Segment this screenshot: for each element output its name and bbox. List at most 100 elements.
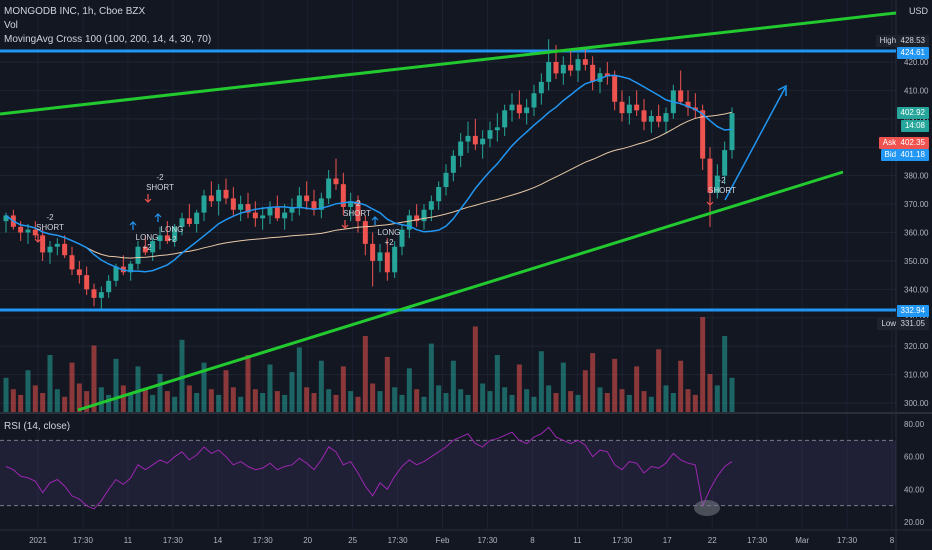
candle-body	[480, 138, 486, 145]
rsi-legend[interactable]: RSI (14, close)	[4, 421, 71, 432]
price-tick-label: 360.00	[904, 229, 929, 238]
candle-body	[84, 275, 90, 290]
candle-body	[150, 241, 156, 253]
time-tick-label: 17:30	[73, 536, 94, 545]
signal-sublabel: SHORT	[343, 209, 371, 218]
candle-body	[98, 292, 104, 298]
volume-bar	[252, 389, 258, 412]
candle-body	[538, 81, 544, 94]
trendlines	[0, 11, 897, 412]
candle-body	[245, 204, 251, 213]
candle-body	[516, 104, 522, 114]
short-arrow-icon	[341, 220, 349, 229]
volume-bar	[333, 394, 339, 412]
signal-label: -2	[718, 176, 726, 185]
last-price-tag: 402.92	[896, 107, 929, 119]
signal-label: LONG	[161, 225, 184, 234]
candle-body	[304, 195, 310, 202]
candle-body	[502, 110, 508, 128]
long-arrow-icon	[154, 213, 162, 222]
candle-body	[656, 115, 662, 122]
volume-bar	[260, 393, 266, 412]
candle-body	[377, 252, 383, 261]
candle-body	[164, 235, 170, 242]
signal-sublabel: +2	[384, 238, 394, 247]
volume-bar	[707, 374, 713, 412]
volume-bar	[465, 394, 471, 412]
price-tick-label: 370.00	[904, 200, 929, 209]
rsi-line	[5, 426, 733, 510]
volume-bar	[113, 358, 119, 412]
signal-label: LONG	[378, 228, 401, 237]
volume-bar	[553, 393, 559, 412]
volume-bar	[267, 364, 273, 412]
candle-body	[707, 158, 713, 193]
time-tick-label: 17:30	[612, 536, 633, 545]
price-tick-label: 380.00	[904, 172, 929, 181]
price-tick-label: 340.00	[904, 285, 929, 294]
time-tick-label: 2021	[29, 536, 47, 545]
arrow-head	[777, 84, 787, 96]
volume-bar	[670, 393, 676, 412]
candle-body	[18, 226, 24, 233]
symbol-title[interactable]: MONGODB INC, 1h, Cboe BZX	[4, 6, 146, 17]
volume-bar	[656, 349, 662, 412]
volume-bar	[40, 393, 46, 412]
candle-body	[714, 175, 720, 193]
ma-cross-legend[interactable]: MovingAvg Cross 100 (100, 200, 14, 4, 30…	[4, 34, 212, 45]
candle-body	[340, 184, 346, 207]
volume-bar	[546, 385, 552, 412]
volume-bar	[560, 362, 566, 412]
volume-bar	[678, 360, 684, 412]
candle-body	[76, 269, 82, 276]
candle-body	[370, 243, 376, 261]
candle-body	[700, 110, 706, 159]
candle-body	[40, 235, 46, 253]
volume-bar	[370, 383, 376, 412]
signal-sublabel: SHORT	[708, 186, 736, 195]
rsi-tick-label: 20.00	[904, 518, 925, 527]
volume-bar	[223, 370, 229, 412]
ma-fast-line	[5, 74, 733, 273]
upper-trendline	[0, 11, 897, 116]
candle-body	[685, 101, 691, 108]
time-tick-label: 25	[348, 536, 357, 545]
short-arrow-icon	[34, 234, 42, 243]
signal-sublabel: +2	[167, 235, 177, 244]
candle-body	[575, 59, 581, 71]
volume-legend[interactable]: Vol	[4, 20, 18, 31]
candle-body	[172, 226, 178, 242]
candle-body	[54, 243, 60, 247]
candle-body	[128, 263, 134, 273]
time-tick-label: 17:30	[253, 536, 274, 545]
volume-bar	[406, 368, 412, 412]
volume-bar	[128, 393, 134, 412]
volume-bar	[201, 362, 207, 412]
long-arrow-icon	[129, 221, 137, 230]
candle-body	[260, 215, 266, 219]
volume-bar	[84, 391, 90, 412]
volume-bar	[120, 385, 126, 412]
volume-bar	[3, 377, 9, 412]
price-tick-label: 310.00	[904, 371, 929, 380]
signal-label: -2	[353, 199, 361, 208]
rsi-tick-label: 40.00	[904, 485, 925, 494]
signal-label: -2	[46, 213, 54, 222]
candle-body	[194, 212, 200, 224]
volume-bar	[18, 394, 24, 412]
candle-body	[69, 255, 75, 270]
low-tag: Low 331.05	[877, 318, 929, 330]
rsi-band-fill	[0, 440, 896, 506]
candle-body	[722, 150, 728, 176]
volume-bar	[32, 385, 38, 412]
time-tick-label: 11	[124, 536, 133, 545]
candle-body	[157, 235, 163, 242]
candle-body	[274, 206, 280, 219]
volume-bar	[612, 358, 618, 412]
volume-bar	[729, 377, 735, 412]
candle-body	[296, 195, 302, 207]
candle-body	[663, 113, 669, 122]
volume-bar	[98, 387, 104, 412]
candlesticks	[3, 39, 735, 310]
